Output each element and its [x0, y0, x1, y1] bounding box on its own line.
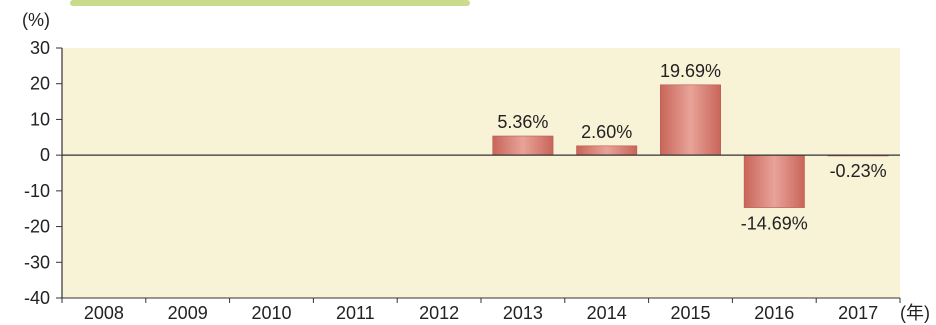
- x-tick-label: 2008: [84, 303, 124, 323]
- y-tick-label: -20: [24, 217, 50, 237]
- x-tick-label: 2011: [336, 303, 375, 323]
- data-label: 5.36%: [497, 112, 548, 132]
- data-label: -0.23%: [830, 161, 887, 181]
- y-unit-label: (%): [22, 10, 50, 30]
- bar: [576, 145, 638, 156]
- y-tick-label: -10: [24, 181, 50, 201]
- data-label: 2.60%: [581, 122, 632, 142]
- y-axis-ticks: 30 20 10 0 -10 -20 -30 -40: [24, 38, 62, 308]
- x-axis-ticks: 2008 2009 2010 2011 2012 2013 2014 2015 2016 2017: [61, 298, 901, 323]
- x-tick-label: 2015: [670, 303, 710, 323]
- bar: [743, 154, 805, 208]
- bar-series: [492, 84, 889, 208]
- x-tick-label: 2012: [419, 303, 459, 323]
- data-label: 19.69%: [660, 61, 721, 81]
- bar: [492, 135, 554, 156]
- x-tick-label: 2010: [251, 303, 291, 323]
- y-tick-label: -30: [24, 252, 50, 272]
- x-unit-label: (年): [900, 303, 930, 323]
- x-tick-label: 2014: [587, 303, 627, 323]
- y-tick-label: 0: [40, 145, 50, 165]
- y-tick-label: -40: [24, 288, 50, 308]
- x-tick-label: 2009: [168, 303, 208, 323]
- x-tick-label: 2013: [503, 303, 543, 323]
- bar: [660, 84, 721, 156]
- x-tick-label: 2016: [754, 303, 794, 323]
- x-tick-label: 2017: [838, 303, 878, 323]
- y-tick-label: 20: [30, 74, 50, 94]
- y-tick-label: 30: [30, 38, 50, 58]
- y-tick-label: 10: [30, 109, 50, 129]
- header-accent-bar: [70, 0, 470, 6]
- data-label: -14.69%: [741, 214, 808, 234]
- data-labels: 5.36% 2.60% 19.69% -14.69% -0.23%: [497, 61, 886, 234]
